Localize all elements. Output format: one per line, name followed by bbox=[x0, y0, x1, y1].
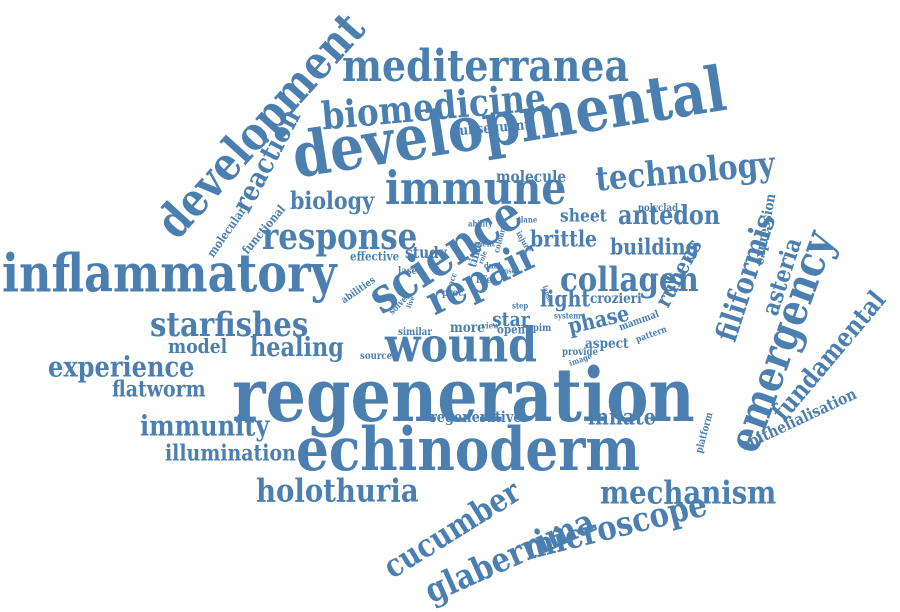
word-illumination: illumination bbox=[165, 440, 296, 467]
word-response: response bbox=[262, 216, 418, 259]
word-starfishes: starfishes bbox=[150, 304, 309, 345]
word-provide: provide bbox=[562, 347, 599, 358]
word-brittle: brittle bbox=[530, 226, 598, 253]
word-molecule: molecule bbox=[496, 167, 567, 187]
word-mediterranea: mediterranea bbox=[342, 40, 629, 92]
word-study: study bbox=[405, 243, 447, 263]
word-source: source bbox=[360, 351, 393, 362]
word-immunity: immunity bbox=[140, 409, 270, 443]
word-dual: dual bbox=[484, 260, 501, 271]
word-regenerative: regenerative bbox=[430, 408, 522, 426]
word-event: event bbox=[474, 238, 495, 249]
word-user: user bbox=[504, 266, 519, 276]
word-antedon: antedon bbox=[618, 201, 721, 232]
word-experience: experience bbox=[48, 350, 195, 384]
word-step: step bbox=[512, 300, 529, 311]
word-collagen: collagen bbox=[560, 259, 699, 300]
word-effective: effective bbox=[350, 249, 400, 264]
word-system: system bbox=[554, 310, 581, 321]
word-mechanism: mechanism bbox=[600, 473, 777, 512]
word-immune: immune bbox=[385, 161, 567, 216]
word-view: view bbox=[482, 320, 499, 331]
word-platform: platform bbox=[694, 411, 716, 455]
word-wound: wound bbox=[385, 317, 537, 374]
word-life: life bbox=[476, 275, 492, 286]
word-polyclad: polyclad bbox=[638, 203, 679, 214]
word-proc: proc bbox=[442, 288, 464, 299]
word-similar: similar bbox=[398, 327, 432, 338]
word-light: light bbox=[540, 286, 591, 313]
word-aspect: aspect bbox=[585, 335, 629, 352]
word-more: more bbox=[450, 319, 485, 336]
word-crozieri: crozieri bbox=[590, 290, 642, 307]
word-echinoderm: echinoderm bbox=[296, 415, 640, 485]
word-model: model bbox=[168, 334, 228, 358]
word-plane: plane bbox=[516, 214, 538, 225]
word-building: building bbox=[610, 234, 699, 261]
word-healing: healing bbox=[250, 333, 344, 364]
word-flatworm: flatworm bbox=[112, 376, 206, 403]
word-technology: technology bbox=[593, 144, 777, 200]
word-innate: innate bbox=[588, 404, 656, 431]
word-holothuria: holothuria bbox=[256, 471, 419, 510]
word-spim: spim bbox=[528, 323, 552, 334]
word-sheet: sheet bbox=[560, 205, 607, 227]
word-biology: biology bbox=[290, 185, 375, 215]
word-pattern: pattern bbox=[634, 324, 669, 346]
word-laser: laser bbox=[398, 266, 422, 277]
word-ability: ability bbox=[468, 218, 493, 229]
word-star: star bbox=[492, 307, 530, 331]
word-regeneration: regeneration bbox=[232, 352, 695, 439]
word-inflammatory: inflammatory bbox=[2, 243, 337, 305]
word-open: open bbox=[497, 322, 526, 337]
